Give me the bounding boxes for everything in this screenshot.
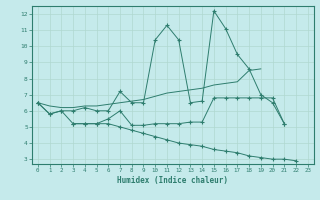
X-axis label: Humidex (Indice chaleur): Humidex (Indice chaleur): [117, 176, 228, 185]
